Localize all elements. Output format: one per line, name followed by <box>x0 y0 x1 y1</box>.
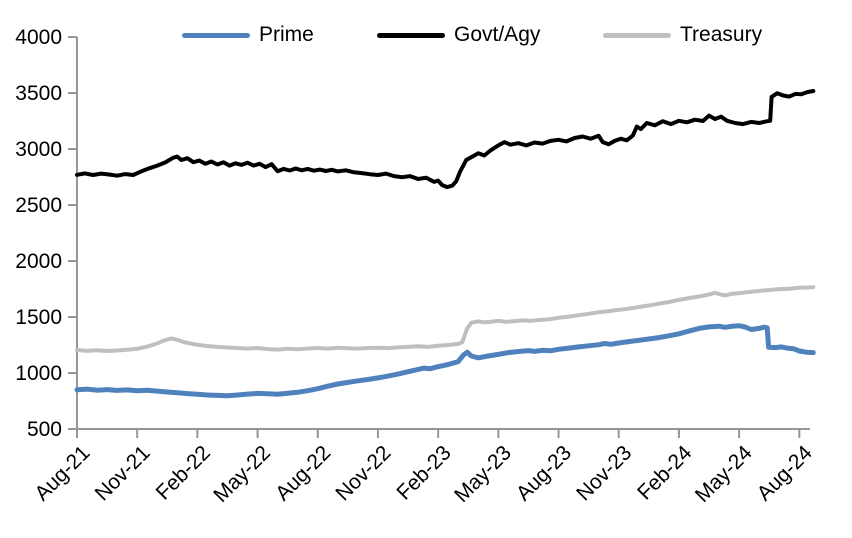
y-tick-label: 4000 <box>15 26 62 49</box>
x-tick-label: May-23 <box>450 441 516 507</box>
x-tick-label: Feb-24 <box>633 441 697 505</box>
legend-label-govt-agy: Govt/Agy <box>454 23 541 46</box>
series-line-govt-agy <box>75 89 816 190</box>
x-tick-label: May-22 <box>209 441 275 507</box>
x-tick-label: Nov-23 <box>572 441 636 505</box>
govt-agy-line-swatch-icon <box>377 32 445 38</box>
prime-line-swatch-icon <box>182 32 250 38</box>
series-line-prime <box>74 323 816 399</box>
y-tick-label: 3000 <box>15 138 62 161</box>
y-tick-label: 500 <box>27 418 62 441</box>
treasury-line-swatch-icon <box>603 32 671 38</box>
y-tick-label: 2000 <box>15 250 62 273</box>
legend-item-treasury: Treasury <box>603 24 762 46</box>
x-tick-label: Feb-23 <box>392 441 455 504</box>
x-tick-label: Aug-21 <box>30 441 94 505</box>
y-tick-label: 1500 <box>15 306 62 329</box>
y-tick-label: 3500 <box>15 82 62 105</box>
y-tick-label: 2500 <box>15 194 62 217</box>
legend-item-prime: Prime <box>182 24 314 46</box>
x-tick-label: Nov-21 <box>91 441 155 505</box>
series-line-treasury <box>75 285 816 353</box>
legend-label-treasury: Treasury <box>680 23 763 46</box>
x-tick-label: Nov-22 <box>331 441 395 505</box>
legend-label-prime: Prime <box>259 23 314 46</box>
x-tick-label: Aug-24 <box>753 441 817 505</box>
y-tick-label: 1000 <box>15 362 62 385</box>
x-tick-label: Feb-22 <box>152 441 215 504</box>
x-tick-label: May-24 <box>691 441 757 507</box>
x-tick-label: Aug-23 <box>512 441 576 505</box>
x-tick-label: Aug-22 <box>271 441 335 505</box>
legend-item-govt-agy: Govt/Agy <box>377 24 540 46</box>
